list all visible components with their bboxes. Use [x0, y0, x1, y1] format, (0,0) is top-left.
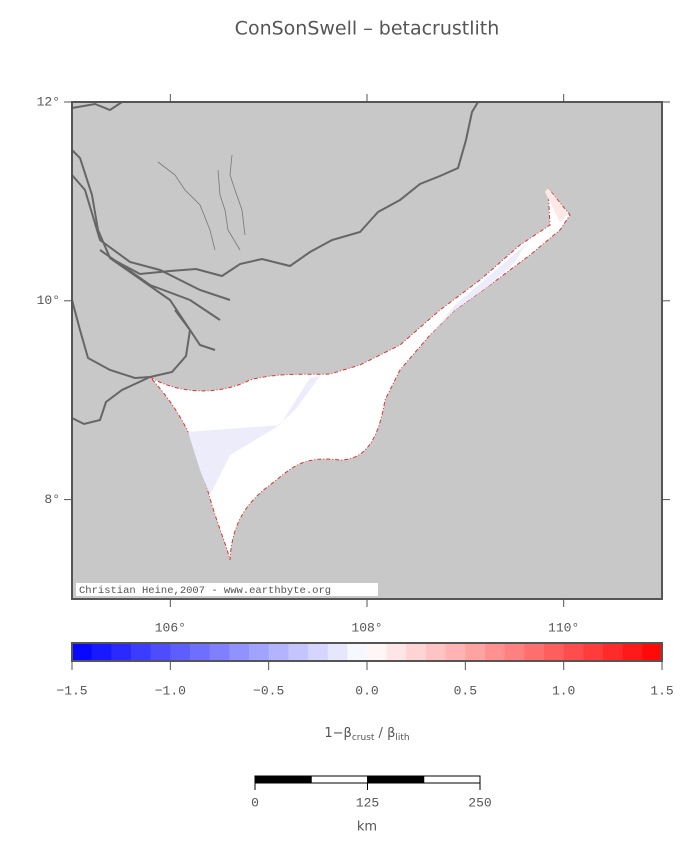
colorbar-cell: [622, 643, 643, 661]
colorbar-cell: [268, 643, 289, 661]
colorbar-cell: [72, 643, 93, 661]
colorbar-cell: [544, 643, 565, 661]
title: ConSonSwell – betacrustlith: [235, 18, 500, 40]
lon-label: 106°: [155, 620, 186, 635]
lon-label: 110°: [548, 620, 579, 635]
colorbar-cell: [131, 643, 152, 661]
lat-label: 12°: [37, 94, 60, 109]
colorbar-cell: [485, 643, 506, 661]
colorbar-cell: [465, 643, 486, 661]
label-part: / β: [374, 726, 395, 741]
lon-label: 108°: [351, 620, 382, 635]
colorbar-cell: [327, 643, 348, 661]
credit-box: [76, 583, 378, 596]
label-sub: lith: [395, 733, 409, 743]
basin-fill: [188, 245, 525, 495]
colorbar-cell: [367, 643, 388, 661]
scale-segment: [310, 775, 368, 784]
colorbar-cell: [308, 643, 329, 661]
scale-label: 0: [251, 795, 259, 810]
colorbar-cell: [642, 643, 663, 661]
colorbar-cell: [249, 643, 270, 661]
colorbar-cell: [347, 643, 368, 661]
colorbar-cell: [91, 643, 112, 661]
colorbar-cell: [563, 643, 584, 661]
map-background: [72, 102, 662, 599]
colorbar-tick-label: −1.5: [56, 683, 87, 698]
colorbar-tick-label: 0.5: [454, 683, 477, 698]
coastlines: [71, 101, 479, 426]
credit: Christian Heine,2007 - www.earthbyte.org: [79, 585, 331, 597]
label-sub: crust: [352, 733, 375, 743]
colorbar-cell: [426, 643, 447, 661]
rivers: [157, 154, 246, 251]
scale-unit: km: [357, 820, 377, 835]
colorbar-cell: [288, 643, 309, 661]
colorbar-tick-label: 1.5: [650, 683, 673, 698]
colorbar-cell: [170, 643, 191, 661]
scale-label: 125: [356, 795, 379, 810]
colorbar-tick-label: 0.0: [355, 683, 378, 698]
scale-label: 250: [468, 795, 491, 810]
colorbar-cell: [583, 643, 604, 661]
colorbar-cell: [504, 643, 525, 661]
colorbar-cell: [386, 643, 407, 661]
colorbar-cell: [150, 643, 171, 661]
colorbar-label: 1−βcrust / βlith: [324, 726, 409, 743]
colorbar-cell: [445, 643, 466, 661]
colorbar-cell: [111, 643, 132, 661]
colorbar-cell: [190, 643, 211, 661]
colorbar-cell: [524, 643, 545, 661]
colorbar-tick-label: −0.5: [253, 683, 284, 698]
basin-outline: [149, 186, 571, 561]
colorbar-cell: [406, 643, 427, 661]
scale-segment: [254, 775, 312, 784]
colorbar-tick-label: 1.0: [552, 683, 575, 698]
lat-label: 10°: [37, 293, 60, 308]
colorbar-cell: [603, 643, 624, 661]
label-part: 1−β: [324, 726, 351, 741]
colorbar-cell: [229, 643, 250, 661]
basin-fill-red: [545, 188, 568, 222]
lat-label: 8°: [44, 492, 60, 507]
colorbar-tick-label: −1.0: [155, 683, 186, 698]
colorbar-cell: [209, 643, 230, 661]
scale-segment: [423, 775, 481, 784]
scale-segment: [367, 775, 425, 784]
